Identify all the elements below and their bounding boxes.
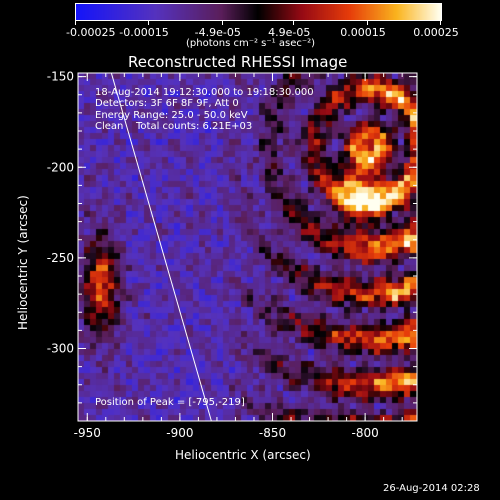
x-tick-label: -950	[74, 426, 101, 440]
colorbar-tick-label: -4.9e-05	[194, 26, 241, 39]
x-tick-label: -800	[352, 426, 379, 440]
colorbar-tick-label: -0.00015	[119, 26, 169, 39]
plot-frame	[77, 72, 418, 422]
info-energy-range: Energy Range: 25.0 - 50.0 keV	[95, 110, 248, 121]
colorbar-tick-mark	[367, 20, 368, 25]
y-tick-label: -250	[47, 251, 74, 265]
x-tick-label: -850	[259, 426, 286, 440]
y-axis-label: Heliocentric Y (arcsec)	[16, 195, 30, 330]
colorbar-tick-mark	[221, 20, 223, 25]
solar-limb-line	[110, 72, 212, 422]
info-total-counts: Total counts: 6.21E+03	[136, 121, 253, 132]
colorbar-frame	[75, 3, 442, 21]
chart-title: Reconstructed RHESSI Image	[128, 53, 348, 71]
info-detectors: Detectors: 3F 6F 8F 9F, Att 0	[95, 98, 239, 109]
colorbar-tick-mark	[75, 20, 76, 25]
y-tick-label: -300	[47, 342, 74, 356]
rhessi-image-heatmap	[78, 73, 417, 421]
footer-timestamp: 26-Aug-2014 02:28	[383, 483, 480, 494]
colorbar-tick-mark	[148, 20, 149, 25]
colorbar-tick-label: 4.9e-05	[268, 26, 311, 39]
y-tick-label: -150	[47, 70, 74, 84]
colorbar-tick-mark	[293, 20, 295, 25]
info-clean: Clean	[95, 121, 124, 132]
info-time-range: 18-Aug-2014 19:12:30.000 to 19:18:30.000	[95, 87, 314, 98]
x-tick-label: -900	[166, 426, 193, 440]
colorbar-tick-mark	[440, 20, 441, 25]
x-axis-label: Heliocentric X (arcsec)	[175, 448, 311, 462]
colorbar-tick-label: 0.00025	[413, 26, 459, 39]
colorbar-gradient	[75, 3, 441, 20]
colorbar-units-label: (photons cm⁻² s⁻¹ asec⁻²)	[186, 38, 316, 49]
colorbar-tick-label: 0.00015	[340, 26, 386, 39]
info-peak-position: Position of Peak = [-795,-219]	[95, 397, 245, 408]
colorbar-tick-label: -0.00025	[66, 26, 116, 39]
y-tick-label: -200	[47, 160, 74, 174]
